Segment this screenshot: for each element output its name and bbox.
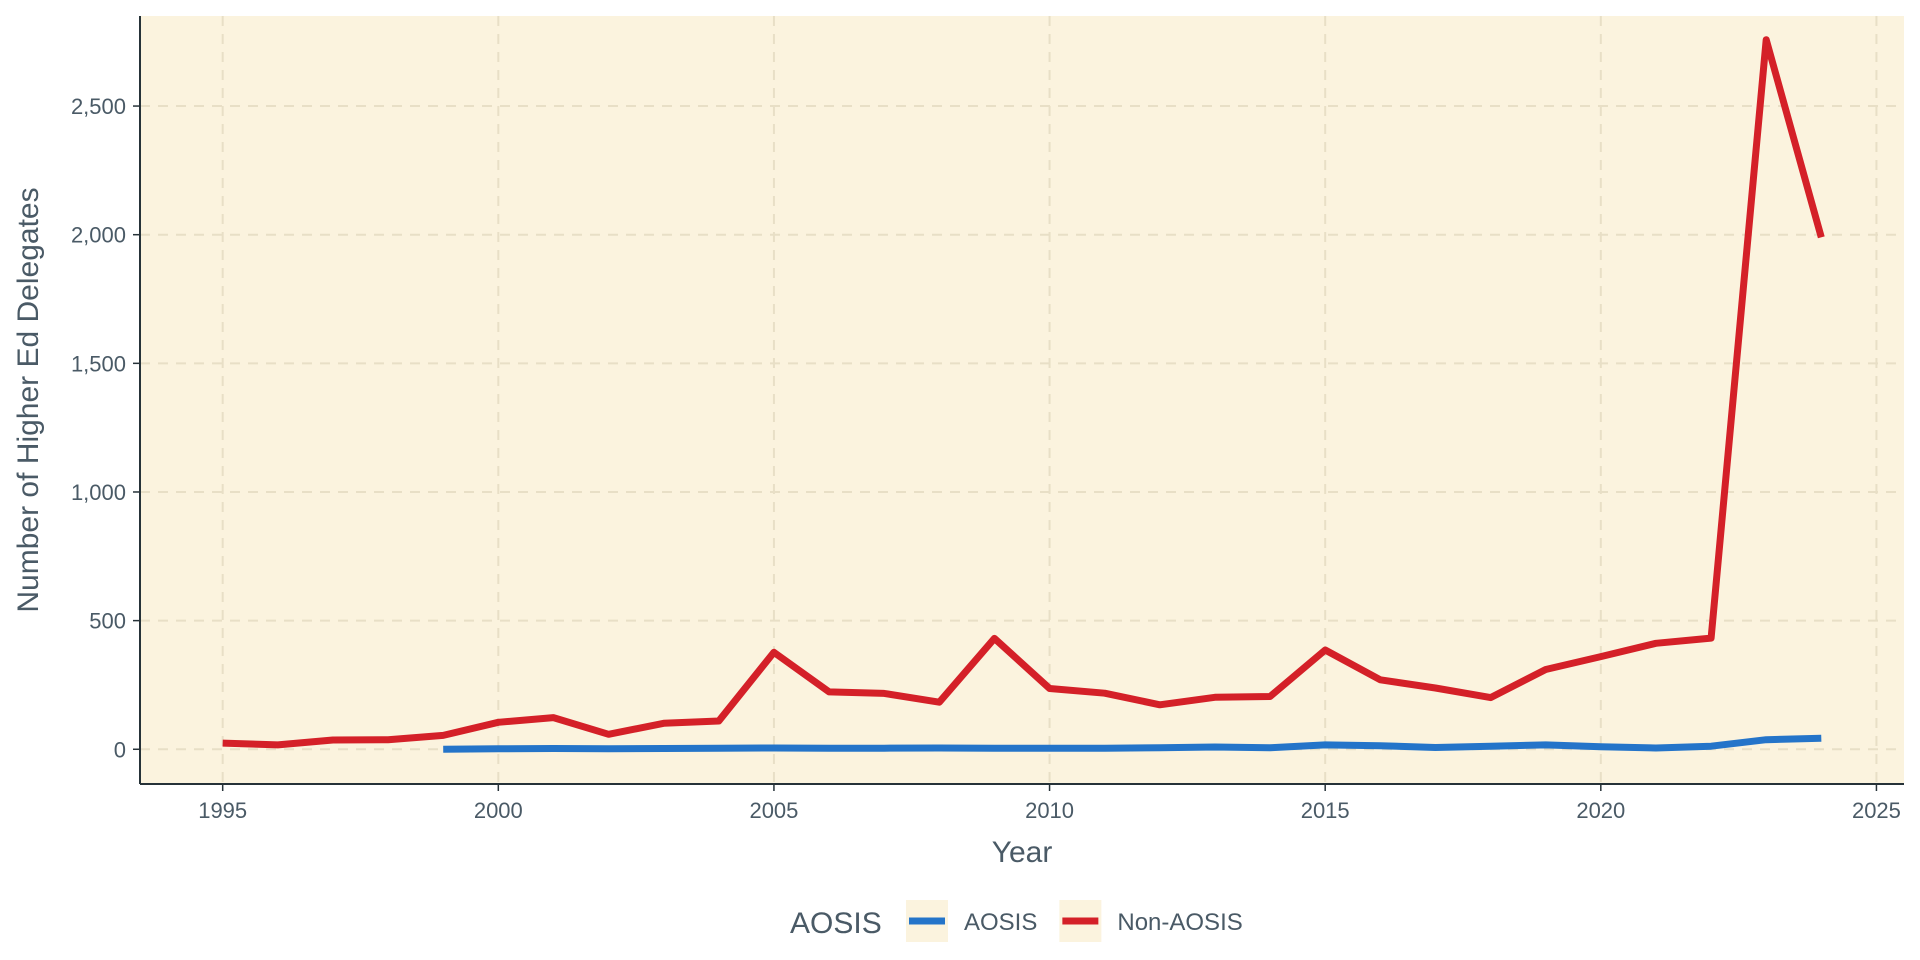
x-tick-label-2000: 2000 [474,798,523,823]
vertical-gridlines [221,16,1878,784]
x-tick-label-2010: 2010 [1025,798,1074,823]
y-tick-label-500: 500 [89,609,126,634]
legend-label-aosis: AOSIS [964,909,1037,936]
x-axis-ticks: 1995 2000 2005 2010 2015 2020 2025 [198,784,1901,823]
x-tick-label-2020: 2020 [1576,798,1625,823]
x-tick-label-2025: 2025 [1852,798,1901,823]
y-tick-label-1500: 1,500 [71,351,126,376]
y-tick-label-2500: 2,500 [71,94,126,119]
y-tick-label-0: 0 [114,737,126,762]
legend-items: AOSIS Non-AOSIS [906,900,1243,942]
x-tick-label-2015: 2015 [1301,798,1350,823]
x-tick-label-1995: 1995 [198,798,247,823]
horizontal-gridlines [140,105,1904,751]
legend-label-non-aosis: Non-AOSIS [1117,909,1242,936]
series-line-aosis [443,734,1822,753]
plot-panel [140,16,1904,784]
x-tick-label-2005: 2005 [749,798,798,823]
series-line-non-aosis [222,36,1825,749]
y-axis-title: Number of Higher Ed Delegates [12,187,45,612]
legend: AOSIS AOSIS Non-AOSIS [790,900,1243,942]
x-axis-title: Year [992,836,1053,869]
y-tick-label-2000: 2,000 [71,223,126,248]
y-tick-label-1000: 1,000 [71,480,126,505]
legend-title: AOSIS [790,907,882,940]
series-lines [222,36,1825,753]
y-axis-ticks: 0 500 1,000 1,500 2,000 2,500 [71,94,140,762]
